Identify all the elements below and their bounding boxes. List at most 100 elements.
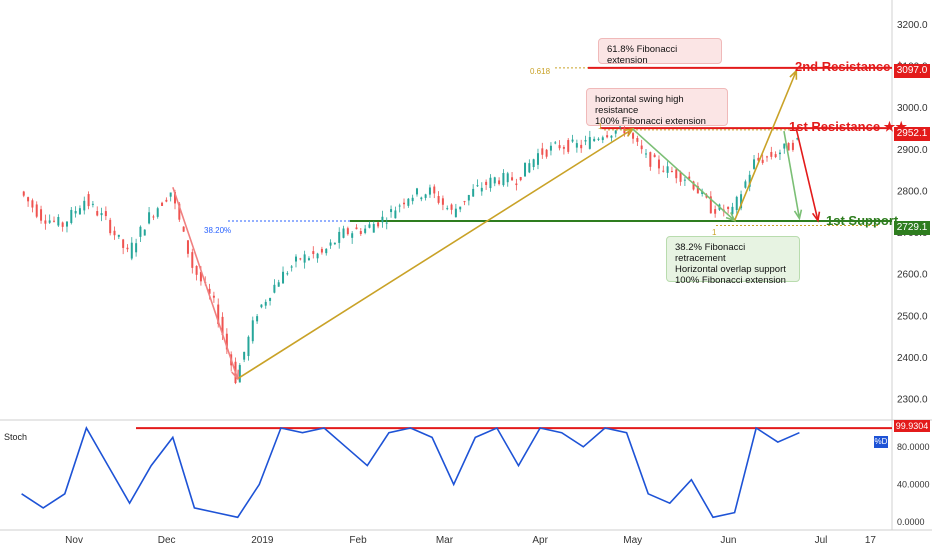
swing-high-line-1: horizontal swing high resistance (595, 94, 684, 116)
time-tick-label: 2019 (251, 535, 274, 546)
candle-body (169, 192, 172, 197)
candle-body (657, 159, 660, 169)
candle-body (532, 159, 535, 168)
candle-body (104, 211, 107, 217)
candle-body (420, 197, 423, 200)
candle-body (783, 143, 786, 149)
candle-body (632, 133, 635, 139)
time-tick-label: 17 (865, 535, 877, 546)
candle-body (277, 282, 280, 287)
candle-body (407, 198, 410, 206)
candle-body (403, 202, 406, 205)
support-annotation: 38.2% Fibonacci retracement Horizontal o… (666, 236, 800, 286)
candle-body (143, 229, 146, 236)
candle-body (778, 152, 781, 155)
candle-body (359, 231, 362, 235)
candle-body (342, 228, 345, 238)
second-resistance-label: 2nd Resistance ★ (795, 59, 906, 74)
stoch-tick-label: 40.0000 (897, 479, 930, 489)
candle-body (372, 224, 375, 233)
candle-body (381, 216, 384, 223)
candle-body (787, 143, 790, 151)
candle-body (640, 145, 643, 150)
candle-body (489, 177, 492, 189)
candle-body (498, 180, 501, 185)
candle-body (139, 226, 142, 237)
candle-body (467, 194, 470, 201)
swing-high-annotation: horizontal swing high resistance 100% Fi… (586, 88, 728, 127)
candle-body (575, 143, 578, 148)
candle-body (100, 213, 103, 216)
time-tick-label: Feb (349, 535, 367, 546)
candle-body (113, 230, 116, 236)
price-tick-label: 3000.0 (897, 103, 928, 114)
candle-body (433, 186, 436, 194)
price-tick-label: 2300.0 (897, 395, 928, 406)
candle-body (96, 211, 99, 216)
fib-0618-label: 0.618 (530, 67, 551, 76)
candle-body (476, 185, 479, 187)
candle-body (126, 247, 129, 250)
red-target-arrow (795, 128, 819, 221)
candle-body (649, 152, 652, 167)
candle-body (269, 298, 272, 301)
candle-body (165, 199, 168, 202)
drop-arrow (172, 187, 239, 379)
candle-body (765, 156, 768, 158)
candle-body (156, 208, 159, 217)
candle-body (584, 140, 587, 142)
candle-body (688, 176, 691, 179)
candle-body (238, 365, 241, 383)
candle-body (385, 222, 388, 224)
candle-body (411, 197, 414, 202)
candle-body (511, 177, 514, 181)
candle-body (571, 139, 574, 142)
candle-body (744, 181, 747, 188)
candle-body (472, 188, 475, 197)
candle-body (645, 153, 648, 155)
candle-body (610, 135, 613, 138)
first-support-price-tag: 2729.1 (894, 221, 930, 235)
candle-body (692, 181, 695, 190)
candle-body (174, 192, 177, 204)
candle-body (528, 163, 531, 173)
candle-body (44, 220, 47, 224)
candle-body (731, 206, 734, 215)
candle-body (450, 204, 453, 210)
candle-body (195, 265, 198, 275)
candle-body (87, 194, 90, 207)
candle-body (212, 295, 215, 298)
stoch-last-value-tag: 99.9304 (894, 420, 930, 432)
candle-body (549, 145, 552, 151)
candle-body (307, 258, 310, 260)
time-tick-label: Mar (436, 535, 454, 546)
candle-body (294, 256, 297, 262)
stoch-tick-label: 0.0000 (897, 517, 925, 527)
candle-body (377, 222, 380, 227)
candle-body (670, 170, 673, 172)
candle-body (683, 179, 686, 181)
candle-body (519, 177, 522, 181)
candle-body (299, 258, 302, 260)
time-tick-label: May (623, 535, 642, 546)
candle-body (48, 220, 51, 223)
candle-body (199, 271, 202, 282)
candle-body (485, 181, 488, 186)
support-line-2: Horizontal overlap support (675, 264, 786, 275)
fib-1-label-b: 1 (712, 228, 717, 237)
candle-body (57, 216, 60, 226)
candle-body (761, 159, 764, 163)
fib-leg-ext-head (789, 68, 798, 80)
candle-body (117, 234, 120, 237)
candle-body (303, 254, 306, 263)
time-tick-label: Jul (815, 535, 828, 546)
candle-body (541, 148, 544, 155)
candle-body (290, 266, 293, 268)
candle-body (70, 209, 73, 223)
candle-body (502, 172, 505, 186)
candle-body (320, 248, 323, 253)
first-resistance-label: 1st Resistance ★★ (789, 119, 907, 134)
candle-body (221, 316, 224, 336)
candle-body (256, 316, 259, 322)
